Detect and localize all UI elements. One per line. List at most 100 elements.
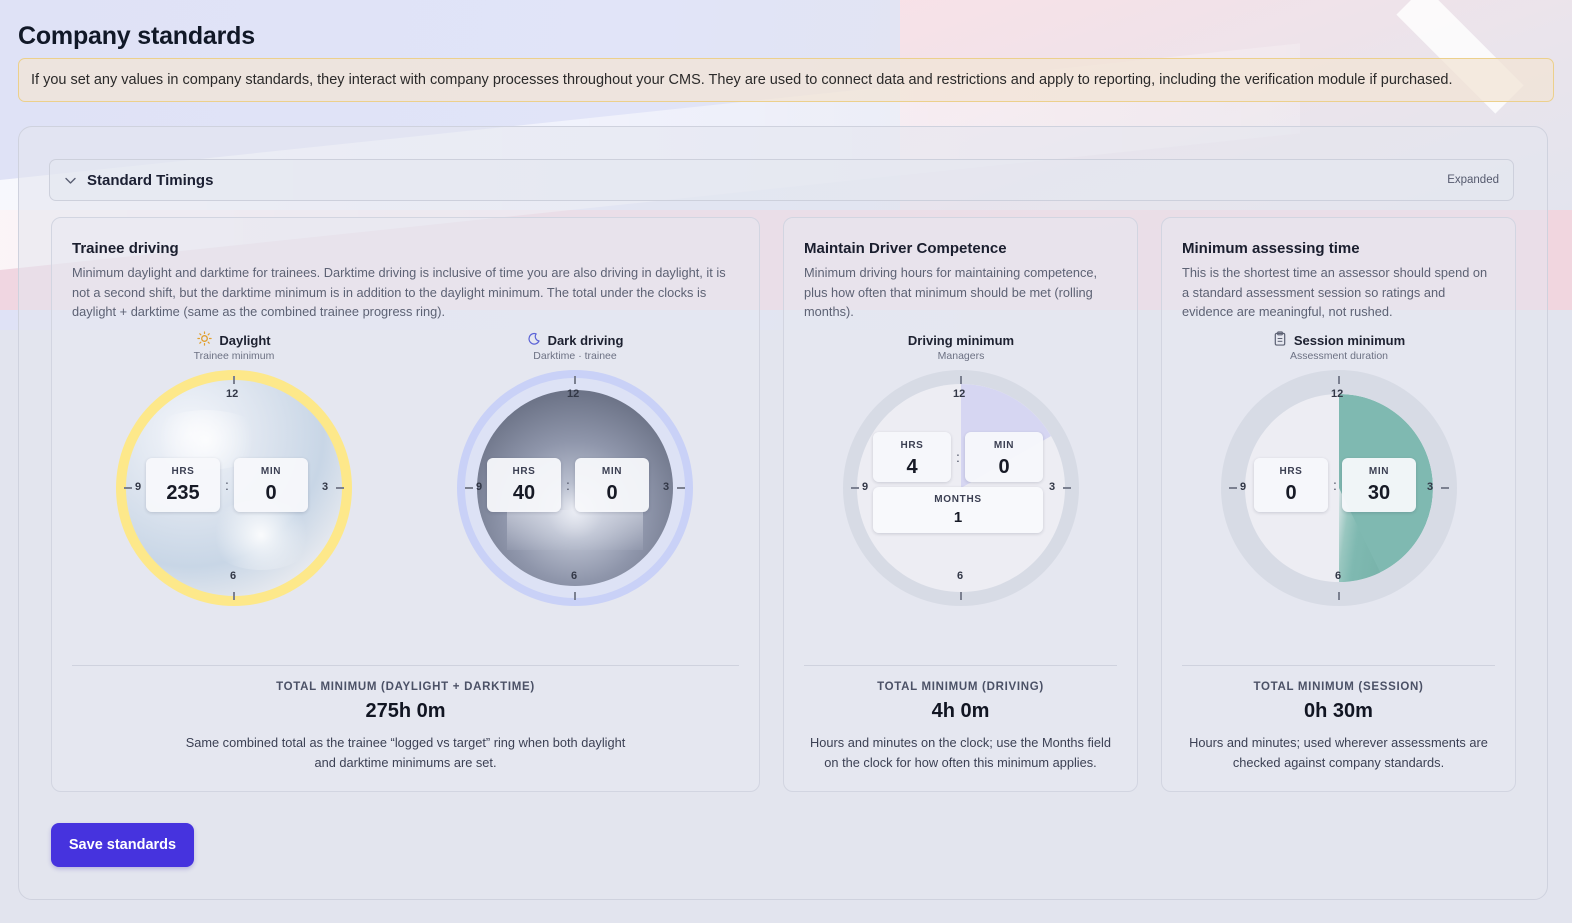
clock-number-12: 12: [953, 388, 966, 400]
daylight-sublabel: Trainee minimum: [193, 350, 275, 362]
card-description: Minimum daylight and darktime for traine…: [72, 263, 726, 322]
chevron-down-icon: [64, 173, 78, 187]
session-minimum-sublabel: Assessment duration: [1289, 350, 1389, 362]
divider: [72, 665, 739, 666]
note-line: and darktime minimums are set.: [314, 755, 497, 770]
description-line: daylight + darktime (same as the combine…: [72, 304, 446, 319]
clock-number-9: 9: [135, 481, 142, 493]
page: Company standards If you set any values …: [0, 0, 1572, 102]
driving-minimum-clock: 12 6 9 3 HRS 4 : MIN 0 MONTHS: [843, 370, 1079, 606]
clock-number-6: 6: [957, 570, 964, 582]
field-label: MIN: [993, 440, 1015, 451]
clock-number-6: 6: [571, 570, 578, 582]
description-line: plus how often that minimum should be me…: [804, 284, 1093, 300]
assessing-time-card: Minimum assessing time This is the short…: [1161, 217, 1516, 792]
daylight-hours-input[interactable]: HRS 235: [146, 458, 220, 512]
clock-number-3: 3: [663, 481, 670, 493]
driving-hours-input[interactable]: HRS 4: [873, 432, 951, 482]
description-line: months).: [804, 304, 854, 319]
clock-label-row: Session minimum: [1219, 331, 1459, 348]
dark-driving-sublabel: Darktime · trainee: [533, 350, 617, 362]
clock-number-3: 3: [322, 481, 329, 493]
field-value: 4: [906, 456, 918, 478]
trainee-driving-card: Trainee driving Minimum daylight and dar…: [51, 217, 760, 792]
standards-panel: Standard Timings Expanded Trainee drivin…: [18, 126, 1548, 900]
total-value: 0h 30m: [1304, 700, 1373, 722]
section-state-label: Expanded: [1447, 174, 1499, 186]
time-separator: :: [566, 477, 570, 493]
field-value: 0: [606, 482, 618, 504]
clock-label-row: Dark driving: [455, 332, 695, 348]
driving-minimum-sublabel: Managers: [937, 350, 985, 362]
driving-minutes-input[interactable]: MIN 0: [965, 432, 1043, 482]
session-minimum-clock: 12 6 9 3 HRS 0 : MIN 30: [1221, 370, 1457, 606]
field-label: HRS: [171, 466, 195, 477]
time-separator: :: [956, 449, 960, 465]
sun-icon: [197, 331, 213, 349]
field-value: 0: [265, 482, 277, 504]
dark-minutes-input[interactable]: MIN 0: [575, 458, 649, 512]
session-minutes-input[interactable]: MIN 30: [1342, 458, 1416, 512]
time-separator: :: [225, 477, 229, 493]
clock-number-9: 9: [1240, 481, 1247, 493]
note-line: checked against company standards.: [1232, 755, 1445, 770]
total-label: TOTAL MINIMUM (SESSION): [1253, 681, 1424, 693]
note-line: on the clock for how often this minimum …: [824, 755, 1097, 770]
total-note: Same combined total as the trainee “logg…: [52, 733, 759, 773]
clock-number-12: 12: [1331, 388, 1344, 400]
total-note: Hours and minutes; used wherever assessm…: [1162, 733, 1515, 773]
total-label: TOTAL MINIMUM (DAYLIGHT + DARKTIME): [276, 681, 535, 693]
field-label: HRS: [900, 440, 924, 451]
total-value: 275h 0m: [365, 700, 446, 722]
field-value: 30: [1367, 482, 1391, 504]
card-description: Minimum driving hours for maintaining co…: [804, 263, 1097, 322]
daylight-minutes-input[interactable]: MIN 0: [234, 458, 308, 512]
description-line: not a second shift, but the darktime min…: [72, 284, 707, 300]
field-label: HRS: [512, 466, 536, 477]
section-header-standard-timings[interactable]: Standard Timings Expanded: [49, 159, 1514, 201]
total-value: 4h 0m: [931, 700, 990, 722]
card-title: Trainee driving: [72, 240, 179, 257]
clock-number-12: 12: [567, 388, 580, 400]
note-line: Hours and minutes; used wherever assessm…: [1189, 735, 1488, 750]
clock-number-12: 12: [226, 388, 239, 400]
clock-number-6: 6: [1335, 570, 1342, 582]
card-description: This is the shortest time an assessor sh…: [1182, 263, 1487, 322]
driving-time-fields: HRS 4 : MIN 0: [873, 432, 1043, 482]
field-label: MONTHS: [934, 494, 982, 505]
session-hours-input[interactable]: HRS 0: [1254, 458, 1328, 512]
moon-icon: [527, 332, 541, 349]
months-input[interactable]: MONTHS 1: [873, 487, 1043, 533]
clock-number-9: 9: [476, 481, 483, 493]
clock-number-9: 9: [862, 481, 869, 493]
field-value: 0: [1285, 482, 1297, 504]
dark-driving-label: Dark driving: [547, 332, 624, 348]
description-line: This is the shortest time an assessor sh…: [1182, 265, 1488, 280]
field-value: 1: [953, 509, 963, 526]
field-label: MIN: [1368, 466, 1390, 477]
field-value: 40: [512, 482, 536, 504]
description-line: Minimum daylight and darktime for traine…: [72, 265, 726, 280]
clock-label-row: Daylight: [114, 331, 354, 349]
driving-minimum-clock-block: Driving minimum Managers 12 6 9 3: [841, 332, 1081, 606]
description-line: a standard assessment session so ratings…: [1182, 284, 1446, 300]
total-label: TOTAL MINIMUM (DRIVING): [877, 681, 1044, 693]
field-label: MIN: [601, 466, 623, 477]
field-value: 235: [166, 482, 200, 504]
field-value: 0: [998, 456, 1010, 478]
divider: [1182, 665, 1495, 666]
card-title: Maintain Driver Competence: [804, 240, 1007, 257]
time-separator: :: [1333, 477, 1337, 493]
description-line: Minimum driving hours for maintaining co…: [804, 265, 1098, 280]
section-title: Standard Timings: [87, 171, 214, 189]
note-line: Same combined total as the trainee “logg…: [185, 735, 626, 750]
dark-hours-input[interactable]: HRS 40: [487, 458, 561, 512]
clock-number-6: 6: [230, 570, 237, 582]
card-title: Minimum assessing time: [1182, 240, 1360, 257]
daylight-label: Daylight: [219, 332, 271, 348]
field-label: HRS: [1279, 466, 1303, 477]
info-notice: If you set any values in company standar…: [18, 58, 1554, 102]
driving-minimum-label: Driving minimum: [907, 332, 1015, 348]
save-standards-button[interactable]: Save standards: [51, 823, 194, 867]
daylight-clock: 12 6 9 3 HRS 235 : MIN 0: [116, 370, 352, 606]
